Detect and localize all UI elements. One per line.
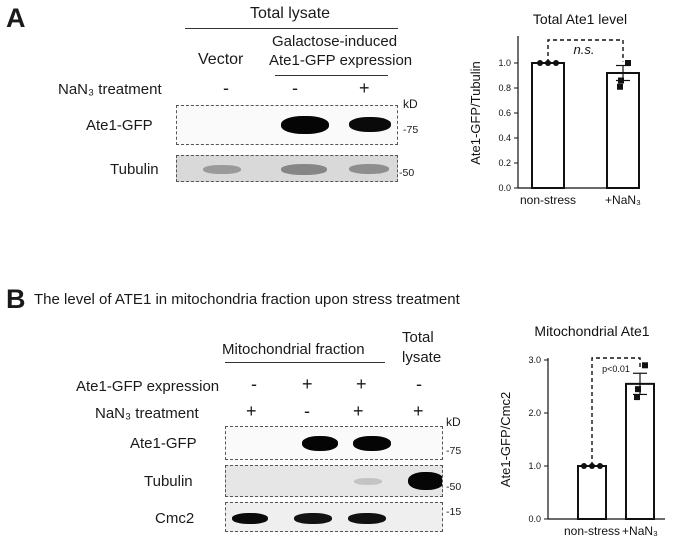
total-ate1-point-1-1: [618, 77, 624, 84]
total-ate1-y-tick-label-5: 1.0: [498, 58, 511, 68]
panel-b-letter: B: [6, 284, 26, 314]
mito-ate1-point-1-0: [642, 362, 648, 369]
mito-ate1-point-0-2: [597, 463, 603, 469]
cmc2-band-lane2: [294, 513, 332, 524]
mito-ate1-point-0-0: [581, 463, 587, 469]
mito-ate1-y-axis-label: Ate1-GFP/Cmc2: [498, 392, 513, 487]
total-header-line2: lysate: [402, 349, 442, 366]
expr-sign-lane4: -: [416, 374, 422, 394]
mito-ate1-y-tick-label-2: 2.0: [528, 408, 541, 418]
mito-ate1-y-tick-label-0: 0.0: [528, 514, 541, 524]
expr-sign-lane2: +: [302, 374, 313, 394]
mito-ate1-y-tick-label-1: 1.0: [528, 461, 541, 471]
total-ate1-y-tick-label-1: 0.2: [498, 158, 511, 168]
tubulin-band-lane1: [203, 165, 241, 174]
kd-unit-label: kD: [403, 97, 418, 111]
mitochondrial-fraction-header: Mitochondrial fraction: [222, 341, 365, 358]
nan3-treatment-label: NaN₃ treatment: [58, 81, 162, 98]
row-tubulin-label-b: Tubulin: [144, 473, 193, 490]
total-ate1-significance-bracket: [547, 39, 624, 63]
mito-ate1-significance-bracket: [591, 357, 641, 466]
nan3-sign-lane2: -: [292, 78, 298, 98]
column-galactose-label-line2: Ate1-GFP expression: [269, 52, 413, 69]
expr-sign-lane3: +: [356, 374, 367, 394]
cmc2-band-lane3: [348, 513, 386, 524]
nan3-sign-b-lane1: +: [246, 401, 257, 421]
total-ate1-y-axis-label: Ate1-GFP/Tubulin: [468, 61, 483, 165]
tubulin-band-b-lane4: [408, 472, 442, 490]
mito-ate1-x-tick-label-0: non-stress: [564, 524, 620, 538]
mito-ate1-chart-title: Mitochondrial Ate1: [534, 323, 649, 339]
mito-ate1-point-1-1: [635, 386, 641, 393]
total-ate1-bar-1: [606, 72, 640, 189]
tubulin-blot-b: [225, 465, 443, 497]
ate1-band-lane3: [349, 117, 391, 132]
total-ate1-point-0-2: [553, 60, 559, 66]
total-ate1-significance-label: n.s.: [574, 42, 595, 57]
nan3-sign-b-lane2: -: [304, 401, 310, 421]
total-ate1-y-tick-label-0: 0.0: [498, 183, 511, 193]
ate1-gfp-blot: [176, 105, 398, 145]
mito-ate1-x-tick-label-1: +NaN₃: [622, 524, 658, 538]
tubulin-blot: [176, 155, 398, 182]
total-ate1-x-tick-label-1: +NaN₃: [605, 193, 641, 207]
row-cmc2-label: Cmc2: [155, 510, 195, 527]
mito-ate1-bar-0: [577, 465, 607, 520]
nan3-sign-b-lane3: +: [353, 401, 364, 421]
tubulin-band-lane3: [349, 164, 389, 174]
total-ate1-chart: Total Ate1 level Ate1-GFP/Tubulin 0.0 0.2 0.…: [468, 11, 641, 207]
ate1-band-b-lane2: [302, 436, 338, 451]
tubulin-band-b-lane3: [354, 478, 382, 485]
nan3-treatment-label-b: NaN₃ treatment: [95, 405, 199, 422]
ate1-gfp-expression-label: Ate1-GFP expression: [76, 378, 220, 395]
row-ate1-gfp-label-b: Ate1-GFP: [130, 435, 197, 452]
total-ate1-chart-title: Total Ate1 level: [533, 11, 627, 27]
total-ate1-x-tick-label-0: non-stress: [520, 193, 576, 207]
column-vector-label: Vector: [198, 51, 244, 68]
total-ate1-y-tick-label-3: 0.6: [498, 108, 511, 118]
mw-marker-75-b: -75: [446, 445, 462, 457]
nan3-sign-lane1: -: [223, 78, 229, 98]
tubulin-band-lane2: [281, 164, 327, 175]
row-tubulin-label: Tubulin: [110, 161, 159, 178]
mito-ate1-y-tick-label-3: 3.0: [528, 355, 541, 365]
mito-ate1-point-1-2: [634, 394, 640, 401]
ate1-gfp-blot-b: [225, 426, 443, 460]
mito-ate1-significance-label: p<0.01: [602, 364, 630, 374]
total-ate1-point-1-2: [617, 83, 623, 90]
row-ate1-gfp-label: Ate1-GFP: [86, 117, 153, 134]
mito-ate1-bar-1: [625, 382, 655, 520]
nan3-sign-b-lane4: +: [413, 401, 424, 421]
mw-marker-15: -15: [446, 506, 462, 518]
total-ate1-bar-0: [531, 62, 565, 189]
mito-header-underline: [225, 362, 385, 363]
kd-unit-label-b: kD: [446, 415, 461, 429]
panel-b-title: The level of ATE1 in mitochondria fracti…: [34, 291, 460, 308]
total-ate1-point-0-0: [537, 60, 543, 66]
total-ate1-point-1-0: [625, 60, 631, 66]
ate1-band-lane2: [281, 116, 329, 134]
total-ate1-y-tick-label-4: 0.8: [498, 83, 511, 93]
expr-sign-lane1: -: [251, 374, 257, 394]
column-galactose-label-line1: Galactose-induced: [272, 33, 398, 50]
ate1-band-b-lane3: [353, 436, 391, 451]
total-ate1-y-tick-label-2: 0.4: [498, 133, 511, 143]
cmc2-band-lane1: [232, 513, 268, 524]
total-header-line1: Total: [402, 329, 434, 346]
mw-marker-50-b: -50: [446, 481, 462, 493]
nan3-sign-lane3: +: [359, 78, 370, 98]
mitochondrial-ate1-chart: Mitochondrial Ate1 Ate1-GFP/Cmc2 0.0 1.0 2.0…: [498, 323, 665, 538]
column-underline: [275, 75, 388, 76]
mw-marker-75: -75: [403, 124, 419, 136]
cmc2-blot: [225, 502, 443, 532]
panel-a-letter: A: [6, 3, 26, 33]
header-underline: [185, 28, 398, 29]
total-lysate-header: Total lysate: [250, 5, 331, 22]
mw-marker-50: -50: [399, 167, 415, 179]
